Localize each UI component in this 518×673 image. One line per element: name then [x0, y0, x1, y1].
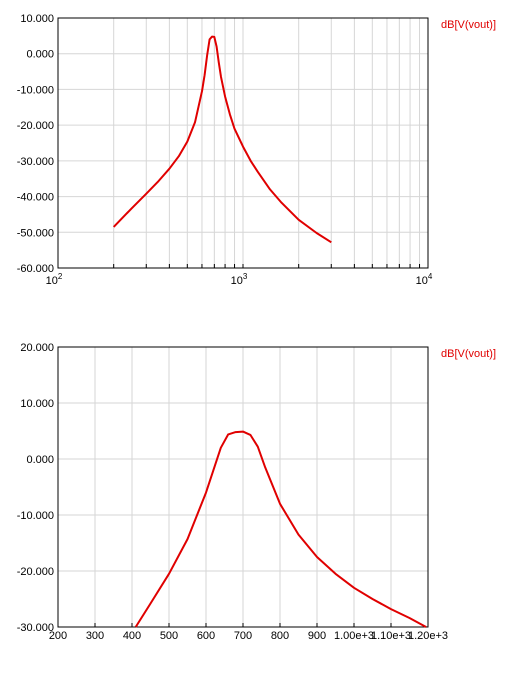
x-tick-label: 700	[234, 630, 252, 642]
y-tick-label: -20.000	[17, 120, 54, 132]
y-tick-label: -10.000	[17, 510, 54, 522]
legend-entry: dB[V(vout)]	[441, 19, 496, 31]
y-tick-label: -60.000	[17, 263, 54, 275]
y-tick-label: -40.000	[17, 192, 54, 204]
y-tick-label: 20.000	[20, 342, 54, 354]
x-tick-label: 900	[308, 630, 326, 642]
x-tick-label: 400	[123, 630, 141, 642]
x-tick-base: 10	[416, 275, 428, 287]
chart-1: 10.000 0.000 -10.000 -20.000 -30.000 -40.000 -…	[17, 13, 496, 287]
chart-1-grid	[58, 17, 428, 269]
y-tick-label: 10.000	[20, 13, 54, 25]
chart-2-grid	[57, 346, 429, 628]
y-tick-label: -20.000	[17, 566, 54, 578]
y-tick-label: 10.000	[20, 398, 54, 410]
x-tick-label: 1.20e+3	[408, 630, 448, 642]
x-tick-label: 800	[271, 630, 289, 642]
x-tick-base: 10	[46, 275, 58, 287]
chart-1-plot-frame	[57, 17, 429, 269]
legend-entry: dB[V(vout)]	[441, 348, 496, 360]
x-tick-exponent: 4	[428, 272, 433, 281]
x-tick-label: 102	[46, 272, 63, 287]
y-tick-label: 0.000	[26, 49, 54, 61]
x-tick-label: 200	[49, 630, 67, 642]
y-tick-label: -50.000	[17, 227, 54, 239]
x-tick-base: 10	[231, 275, 243, 287]
x-tick-label: 600	[197, 630, 215, 642]
chart-1-container: 10.000 0.000 -10.000 -20.000 -30.000 -40.000 -…	[0, 0, 518, 300]
x-tick-label: 1.10e+3	[371, 630, 411, 642]
x-tick-label: 103	[231, 272, 248, 287]
series-line-dbv-vout	[112, 35, 332, 244]
y-tick-label: -30.000	[17, 156, 54, 168]
chart-2: 20.000 10.000 0.000 -10.000 -20.000 -30.00020…	[17, 342, 496, 642]
chart-2-plot-frame	[57, 346, 429, 628]
x-tick-label: 500	[160, 630, 178, 642]
y-tick-label: -10.000	[17, 84, 54, 96]
y-tick-label: -30.000	[17, 622, 54, 634]
x-tick-label: 104	[416, 272, 433, 287]
chart-2-container: 20.000 10.000 0.000 -10.000 -20.000 -30.000 20…	[0, 330, 518, 673]
x-tick-exponent: 2	[58, 272, 63, 281]
series-line-dbv-vout	[134, 430, 427, 628]
x-tick-label: 1.00e+3	[334, 630, 374, 642]
y-tick-label: 0.000	[26, 454, 54, 466]
x-tick-label: 300	[86, 630, 104, 642]
x-tick-exponent: 3	[243, 272, 248, 281]
